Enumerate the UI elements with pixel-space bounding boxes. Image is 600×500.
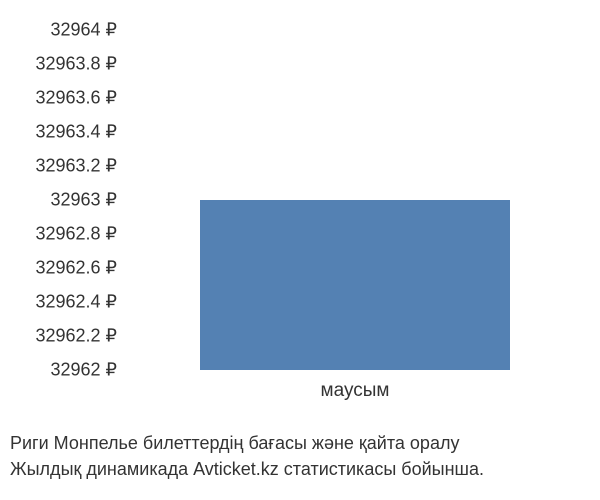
caption-line-1: Риги Монпелье билеттердің бағасы және қа… bbox=[10, 430, 590, 456]
y-tick-label: 32962.4 ₽ bbox=[35, 292, 117, 313]
y-tick-label: 32964 ₽ bbox=[50, 20, 117, 41]
y-axis-labels: 32964 ₽32963.8 ₽32963.6 ₽32963.4 ₽32963.… bbox=[0, 30, 125, 400]
chart-caption: Риги Монпелье билеттердің бағасы және қа… bbox=[10, 430, 590, 482]
y-tick-label: 32963.8 ₽ bbox=[35, 54, 117, 75]
bar bbox=[200, 200, 511, 370]
plot-region bbox=[130, 30, 580, 370]
chart-area: 32964 ₽32963.8 ₽32963.6 ₽32963.4 ₽32963.… bbox=[0, 30, 600, 400]
y-tick-label: 32962 ₽ bbox=[50, 360, 117, 381]
y-tick-label: 32963.6 ₽ bbox=[35, 88, 117, 109]
y-tick-label: 32962.8 ₽ bbox=[35, 224, 117, 245]
y-tick-label: 32963.4 ₽ bbox=[35, 122, 117, 143]
y-tick-label: 32962.2 ₽ bbox=[35, 326, 117, 347]
x-tick-label: маусым bbox=[321, 380, 390, 402]
y-tick-label: 32963.2 ₽ bbox=[35, 156, 117, 177]
y-tick-label: 32962.6 ₽ bbox=[35, 258, 117, 279]
y-tick-label: 32963 ₽ bbox=[50, 190, 117, 211]
caption-line-2: Жылдық динамикада Avticket.kz статистика… bbox=[10, 456, 590, 482]
